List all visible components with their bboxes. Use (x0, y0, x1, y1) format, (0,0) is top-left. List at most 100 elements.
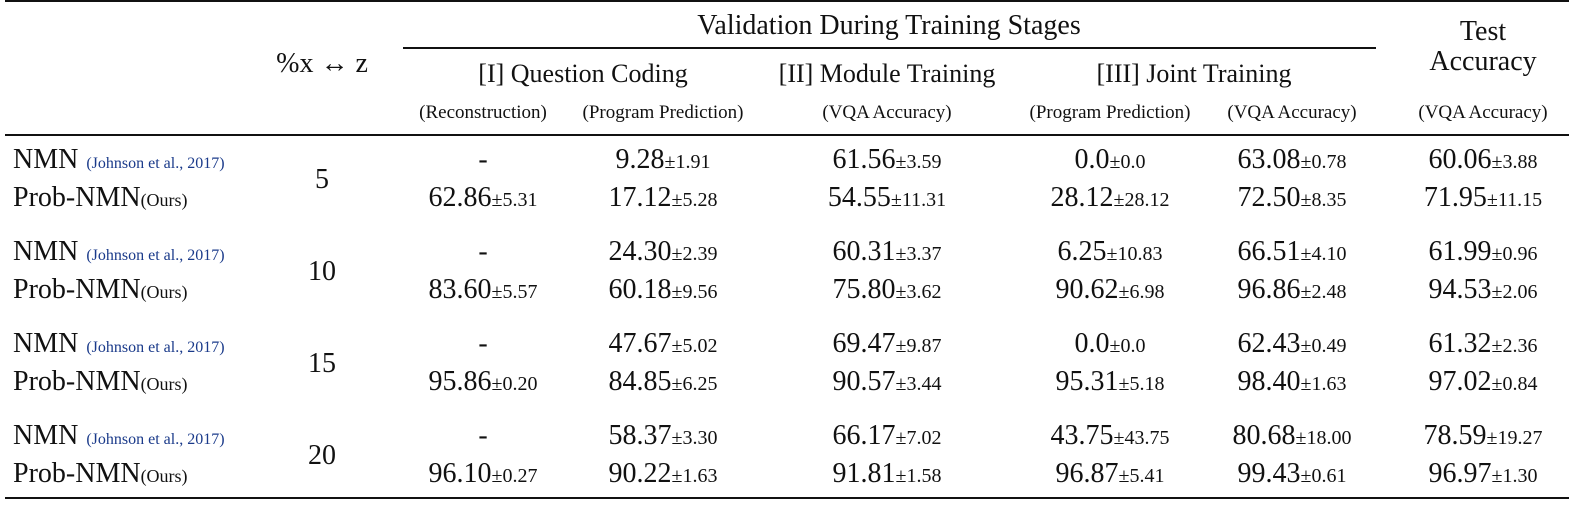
empty-value: - (478, 144, 488, 175)
method-name: NMN (13, 328, 79, 359)
method-name: NMN (13, 420, 79, 451)
row-prob-nmn-method: Prob-NMN(Ours) (13, 366, 188, 398)
row-prob-nmn-test: 96.97±1.30 (1429, 458, 1538, 490)
percent-value: 20 (308, 440, 336, 471)
percent-value: 10 (308, 256, 336, 287)
std-value: ±1.91 (664, 151, 711, 173)
std-value: ±5.41 (1118, 465, 1165, 487)
percent-value: 5 (315, 164, 329, 195)
mean-value: 84.85 (608, 366, 672, 397)
row-prob-nmn-vqa2: 72.50±8.35 (1238, 182, 1347, 214)
row-nmn-method: NMN (Johnson et al., 2017) (13, 144, 225, 176)
std-value: ±0.84 (1491, 373, 1538, 395)
row-prob-nmn-recon: 83.60±5.57 (429, 274, 538, 306)
row-nmn-test: 61.99±0.96 (1429, 236, 1538, 268)
mean-value: 90.57 (832, 366, 896, 397)
row-nmn-recon: - (478, 236, 487, 268)
row-prob-nmn-vqa1: 90.57±3.44 (833, 366, 942, 398)
row-nmn-recon: - (478, 420, 487, 452)
row-prob-nmn-vqa1: 54.55±11.31 (828, 182, 946, 214)
mean-value: 63.08 (1237, 144, 1301, 175)
mean-value: 54.55 (827, 182, 891, 213)
std-value: ±1.30 (1491, 465, 1538, 487)
std-value: ±9.56 (671, 281, 718, 303)
row-prob-nmn-method: Prob-NMN(Ours) (13, 182, 188, 214)
citation-link: (Johnson et al., 2017) (86, 155, 225, 172)
std-value: ±11.31 (890, 189, 947, 211)
mean-value: 61.99 (1428, 236, 1492, 267)
row-nmn-test: 78.59±19.27 (1424, 420, 1543, 452)
mean-value: 72.50 (1237, 182, 1301, 213)
row-nmn-vqa1: 66.17±7.02 (833, 420, 942, 452)
row-nmn-prog1: 47.67±5.02 (609, 328, 718, 360)
sub-reconstruction: (Reconstruction) (419, 102, 547, 123)
stage-question-coding: [I] Question Coding (478, 59, 688, 88)
mean-value: 90.62 (1055, 274, 1119, 305)
std-value: ±3.62 (895, 281, 942, 303)
std-value: ±2.48 (1300, 281, 1347, 303)
row-nmn-test: 60.06±3.88 (1429, 144, 1538, 176)
ours-tag: (Ours) (140, 374, 188, 394)
std-value: ±0.49 (1300, 335, 1347, 357)
std-value: ±0.0 (1109, 335, 1146, 357)
std-value: ±0.61 (1300, 465, 1347, 487)
std-value: ±1.63 (671, 465, 718, 487)
mean-value: 28.12 (1050, 182, 1114, 213)
row-prob-nmn-recon: 95.86±0.20 (429, 366, 538, 398)
row-nmn-vqa1: 69.47±9.87 (833, 328, 942, 360)
stage-module-training: [II] Module Training (778, 59, 996, 88)
mean-value: 98.40 (1237, 366, 1301, 397)
std-value: ±3.59 (895, 151, 942, 173)
row-nmn-recon: - (478, 144, 487, 176)
ours-tag: (Ours) (140, 282, 188, 302)
row-prob-nmn-prog2: 95.31±5.18 (1056, 366, 1165, 398)
std-value: ±0.20 (491, 373, 538, 395)
mean-value: 60.18 (608, 274, 672, 305)
row-nmn-vqa2: 80.68±18.00 (1233, 420, 1352, 452)
row-nmn-prog2: 43.75±43.75 (1051, 420, 1170, 452)
mean-value: 69.47 (832, 328, 896, 359)
row-nmn-prog2: 6.25±10.83 (1058, 236, 1163, 268)
mean-value: 47.67 (608, 328, 672, 359)
std-value: ±10.83 (1106, 243, 1163, 265)
row-prob-nmn-prog2: 96.87±5.41 (1056, 458, 1165, 490)
std-value: ±9.87 (895, 335, 942, 357)
row-nmn-vqa1: 61.56±3.59 (833, 144, 942, 176)
sub-program-prediction-2: (Program Prediction) (1029, 102, 1191, 123)
std-value: ±1.58 (895, 465, 942, 487)
std-value: ±5.02 (671, 335, 718, 357)
std-value: ±5.28 (671, 189, 718, 211)
method-name: Prob-NMN (13, 366, 141, 397)
row-prob-nmn-method: Prob-NMN(Ours) (13, 274, 188, 306)
mean-value: 0.0 (1074, 328, 1110, 359)
row-prob-nmn-vqa2: 96.86±2.48 (1238, 274, 1347, 306)
std-value: ±28.12 (1113, 189, 1170, 211)
empty-value: - (478, 420, 488, 451)
std-value: ±4.10 (1300, 243, 1347, 265)
row-nmn-recon: - (478, 328, 487, 360)
sub-vqa-accuracy-3: (VQA Accuracy) (1418, 102, 1548, 123)
row-prob-nmn-prog1: 17.12±5.28 (609, 182, 718, 214)
sub-vqa-accuracy-1: (VQA Accuracy) (822, 102, 952, 123)
mean-value: 71.95 (1423, 182, 1487, 213)
mean-value: 66.17 (832, 420, 896, 451)
percent-value: 15 (308, 348, 336, 379)
std-value: ±0.96 (1491, 243, 1538, 265)
ours-tag: (Ours) (140, 466, 188, 486)
row-nmn-vqa1: 60.31±3.37 (833, 236, 942, 268)
top-rule (5, 0, 1569, 2)
std-value: ±3.37 (895, 243, 942, 265)
sub-program-prediction-1: (Program Prediction) (582, 102, 744, 123)
mean-value: 91.81 (832, 458, 896, 489)
row-nmn-prog1: 9.28±1.91 (616, 144, 711, 176)
mean-value: 83.60 (428, 274, 492, 305)
std-value: ±3.88 (1491, 151, 1538, 173)
row-prob-nmn-method: Prob-NMN(Ours) (13, 458, 188, 490)
method-name: NMN (13, 236, 79, 267)
stage-joint-training: [III] Joint Training (1096, 59, 1292, 88)
row-nmn-method: NMN (Johnson et al., 2017) (13, 236, 225, 268)
row-prob-nmn-test: 94.53±2.06 (1429, 274, 1538, 306)
std-value: ±19.27 (1486, 427, 1543, 449)
mean-value: 75.80 (832, 274, 896, 305)
